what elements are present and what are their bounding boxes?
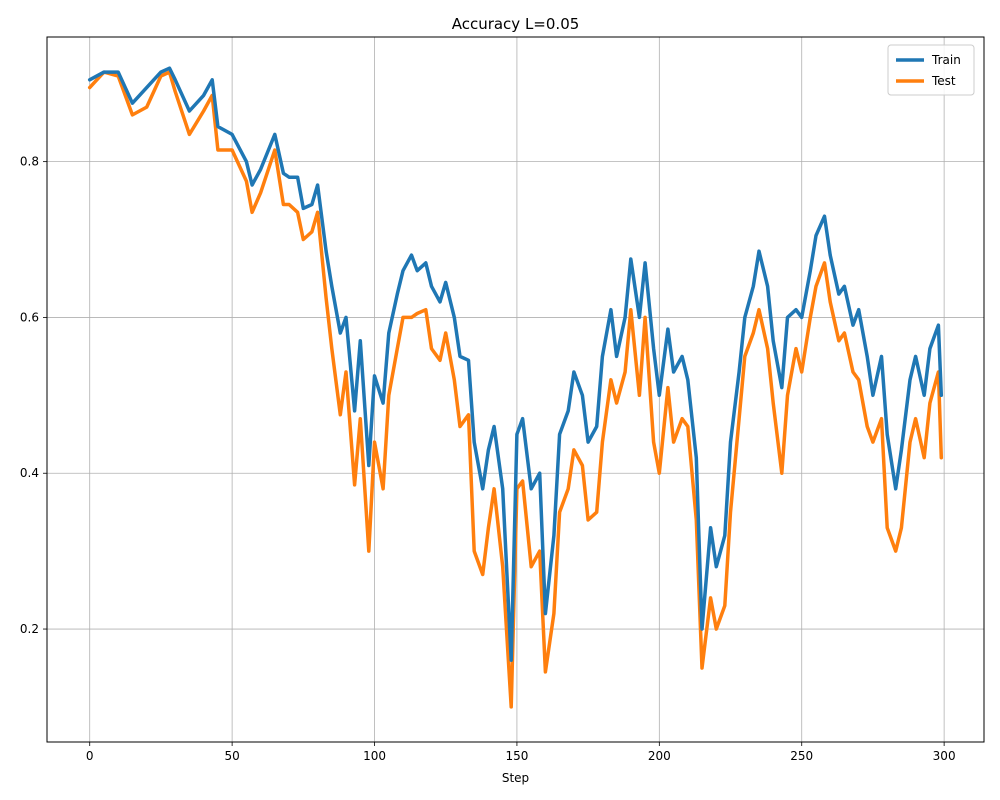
x-tick-label: 0 [86, 749, 94, 763]
y-tick-label: 0.2 [20, 622, 39, 636]
x-tick-label: 50 [224, 749, 239, 763]
legend-label-train: Train [931, 53, 961, 67]
ticks: 0 50 100 150 200 250 300 0.2 0.4 0.6 0.8 [20, 155, 956, 763]
y-tick-label: 0.6 [20, 310, 39, 324]
legend-label-test: Test [931, 74, 956, 88]
y-tick-label: 0.8 [20, 155, 39, 169]
x-tick-label: 300 [933, 749, 956, 763]
x-tick-label: 150 [505, 749, 528, 763]
series-group [87, 66, 944, 709]
legend-box [887, 44, 975, 96]
series-line-test [87, 70, 944, 709]
legend: Train Test [887, 44, 975, 96]
x-axis-label: Step [502, 771, 529, 785]
plot-frame [46, 36, 985, 743]
x-tick-label: 200 [648, 749, 671, 763]
y-tick-label: 0.4 [20, 466, 39, 480]
x-tick-label: 100 [363, 749, 386, 763]
x-tick-label: 250 [790, 749, 813, 763]
chart-title: Accuracy L=0.05 [452, 15, 580, 33]
series-line-train [87, 66, 944, 662]
